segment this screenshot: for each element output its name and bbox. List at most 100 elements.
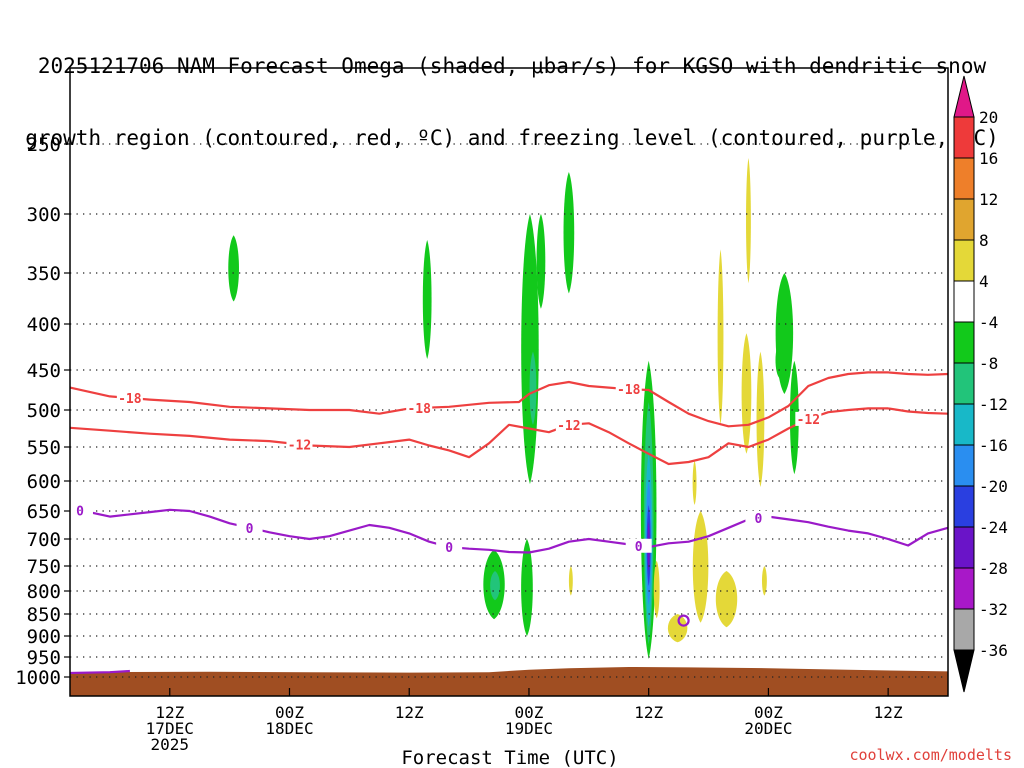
omega-region-9	[563, 172, 575, 294]
y-tick-label-650: 650	[27, 501, 61, 523]
isotherm-12-label-1: -12	[288, 438, 311, 453]
isotherm-18-label-bg-1	[116, 391, 143, 405]
chart-title-line-1: 2025121706 NAM Forecast Omega (shaded, μ…	[37, 54, 987, 78]
y-tick-label-500: 500	[27, 400, 61, 422]
omega-region-18	[692, 460, 697, 505]
isotherm-12-label-2: -12	[557, 419, 580, 434]
freezing-level-0-label-3: 0	[445, 541, 453, 556]
omega-region-2	[422, 239, 432, 359]
omega-region-4	[490, 571, 500, 601]
colorbar-band-10	[953, 485, 975, 528]
x-tick-label-6-2: 17DEC	[146, 719, 194, 738]
isotherm-12-label-bg-3	[795, 411, 822, 426]
omega-region-17	[568, 566, 573, 596]
source-credit: coolwx.com/modelts	[849, 746, 1012, 764]
y-tick-label-250: 250	[27, 134, 61, 156]
omega-region-7	[529, 351, 537, 425]
colorbar-band-1	[953, 116, 975, 159]
colorbar-label-13: -32	[979, 600, 1008, 619]
chart-title: 2025121706 NAM Forecast Omega (shaded, μ…	[0, 6, 1024, 174]
omega-region-20	[715, 571, 738, 628]
colorbar-label-11: -24	[979, 518, 1008, 537]
colorbar-band-6	[953, 321, 975, 364]
colorbar-label-6: -4	[979, 313, 998, 332]
y-tick-label-700: 700	[27, 529, 61, 551]
omega-region-28	[789, 360, 799, 475]
isotherm-18-label-bg-2	[406, 401, 433, 415]
isotherm-18-label-3: -18	[617, 383, 641, 398]
x-tick-label-18-1: 00Z	[275, 703, 304, 722]
colorbar-band-7	[953, 362, 975, 405]
colorbar-label-14: -36	[979, 641, 1008, 660]
colorbar-label-5: 4	[979, 272, 989, 291]
omega-region-26	[761, 566, 767, 596]
y-tick-label-900: 900	[27, 626, 61, 648]
terrain-layer	[70, 667, 948, 696]
y-tick-label-750: 750	[27, 556, 61, 578]
isotherm-18-label-bg-3	[615, 382, 642, 397]
x-tick-label-66-1: 00Z	[754, 703, 783, 722]
omega-colorbar: 20 16 12 8 4 -4 -8 -12 -16 -20 -24 -28 -32 -36	[953, 75, 1008, 693]
colorbar-label-12: -28	[979, 559, 1008, 578]
colorbar-band-13	[953, 608, 975, 651]
isotherm-18-label-1: -18	[118, 392, 142, 407]
y-tick-label-300: 300	[27, 204, 61, 226]
omega-region-8	[536, 214, 546, 309]
colorbar-label-4: 8	[979, 231, 989, 250]
x-tick-label-66-2: 20DEC	[744, 719, 792, 738]
colorbar-label-9: -16	[979, 436, 1008, 455]
chart-title-line-2: growth region (contoured, red, ºC) and f…	[25, 126, 999, 150]
freezing-level-0-label-2: 0	[246, 522, 254, 537]
y-tick-label-950: 950	[27, 647, 61, 669]
x-axis-label: Forecast Time (UTC)	[401, 747, 618, 768]
colorbar-band-5	[953, 280, 975, 323]
y-tick-label-400: 400	[27, 314, 61, 336]
x-tick-label-30-1: 12Z	[395, 703, 424, 722]
colorbar-band-12	[953, 567, 975, 610]
omega-region-16	[653, 560, 660, 619]
freezing-level-0-label-bg-5	[745, 511, 772, 525]
colorbar-band-3	[953, 198, 975, 241]
omega-region-21	[667, 614, 688, 643]
chart-axes: 2503003504004505005506006507007508008509…	[15, 67, 949, 768]
omega-region-6	[521, 214, 539, 484]
freezing-level-0-label-4: 0	[635, 540, 643, 555]
omega-region-19	[692, 511, 709, 623]
colorbar-bottom-arrow	[953, 649, 975, 693]
omega-region-29	[775, 342, 784, 378]
y-tick-label-350: 350	[27, 263, 61, 285]
isotherm-12-label-bg-2	[555, 417, 582, 432]
x-tick-label-54-1: 12Z	[634, 703, 663, 722]
omega-shading	[228, 158, 799, 659]
isotherm-18	[69, 371, 949, 428]
x-tick-label-42-1: 00Z	[515, 703, 544, 722]
y-tick-label-600: 600	[27, 471, 61, 493]
colorbar-label-3: 12	[979, 190, 998, 209]
pressure-gridlines	[70, 143, 948, 678]
isotherm-12-label-bg-1	[286, 437, 313, 452]
omega-region-22	[717, 249, 724, 425]
x-tick-label-6-3: 2025	[151, 735, 190, 754]
isotherm-12-label-3: -12	[797, 413, 820, 428]
isotherm-18-label-2: -18	[407, 402, 431, 417]
colorbar-band-4	[953, 239, 975, 282]
colorbar-label-1: 20	[979, 108, 998, 127]
terrain-fill	[70, 667, 948, 696]
colorbar-label-2: 16	[979, 149, 998, 168]
freezing-level-0-label-bg-2	[236, 520, 263, 535]
colorbar-label-8: -12	[979, 395, 1008, 414]
freezing-level-0-label-5: 0	[755, 512, 763, 527]
colorbar-band-9	[953, 444, 975, 487]
freezing-level-0-label-bg-1	[66, 503, 93, 518]
freezing-level-0-closed-ring	[677, 614, 690, 627]
colorbar-band-8	[953, 403, 975, 446]
colorbar-label-10: -20	[979, 477, 1008, 496]
x-tick-label-6-1: 12Z	[155, 703, 184, 722]
omega-region-23	[741, 333, 752, 454]
colorbar-label-7: -8	[979, 354, 998, 373]
omega-region-1	[228, 235, 239, 302]
freezing-level-0	[69, 506, 949, 554]
x-tick-label-78-1: 12Z	[874, 703, 903, 722]
y-tick-label-550: 550	[27, 437, 61, 459]
